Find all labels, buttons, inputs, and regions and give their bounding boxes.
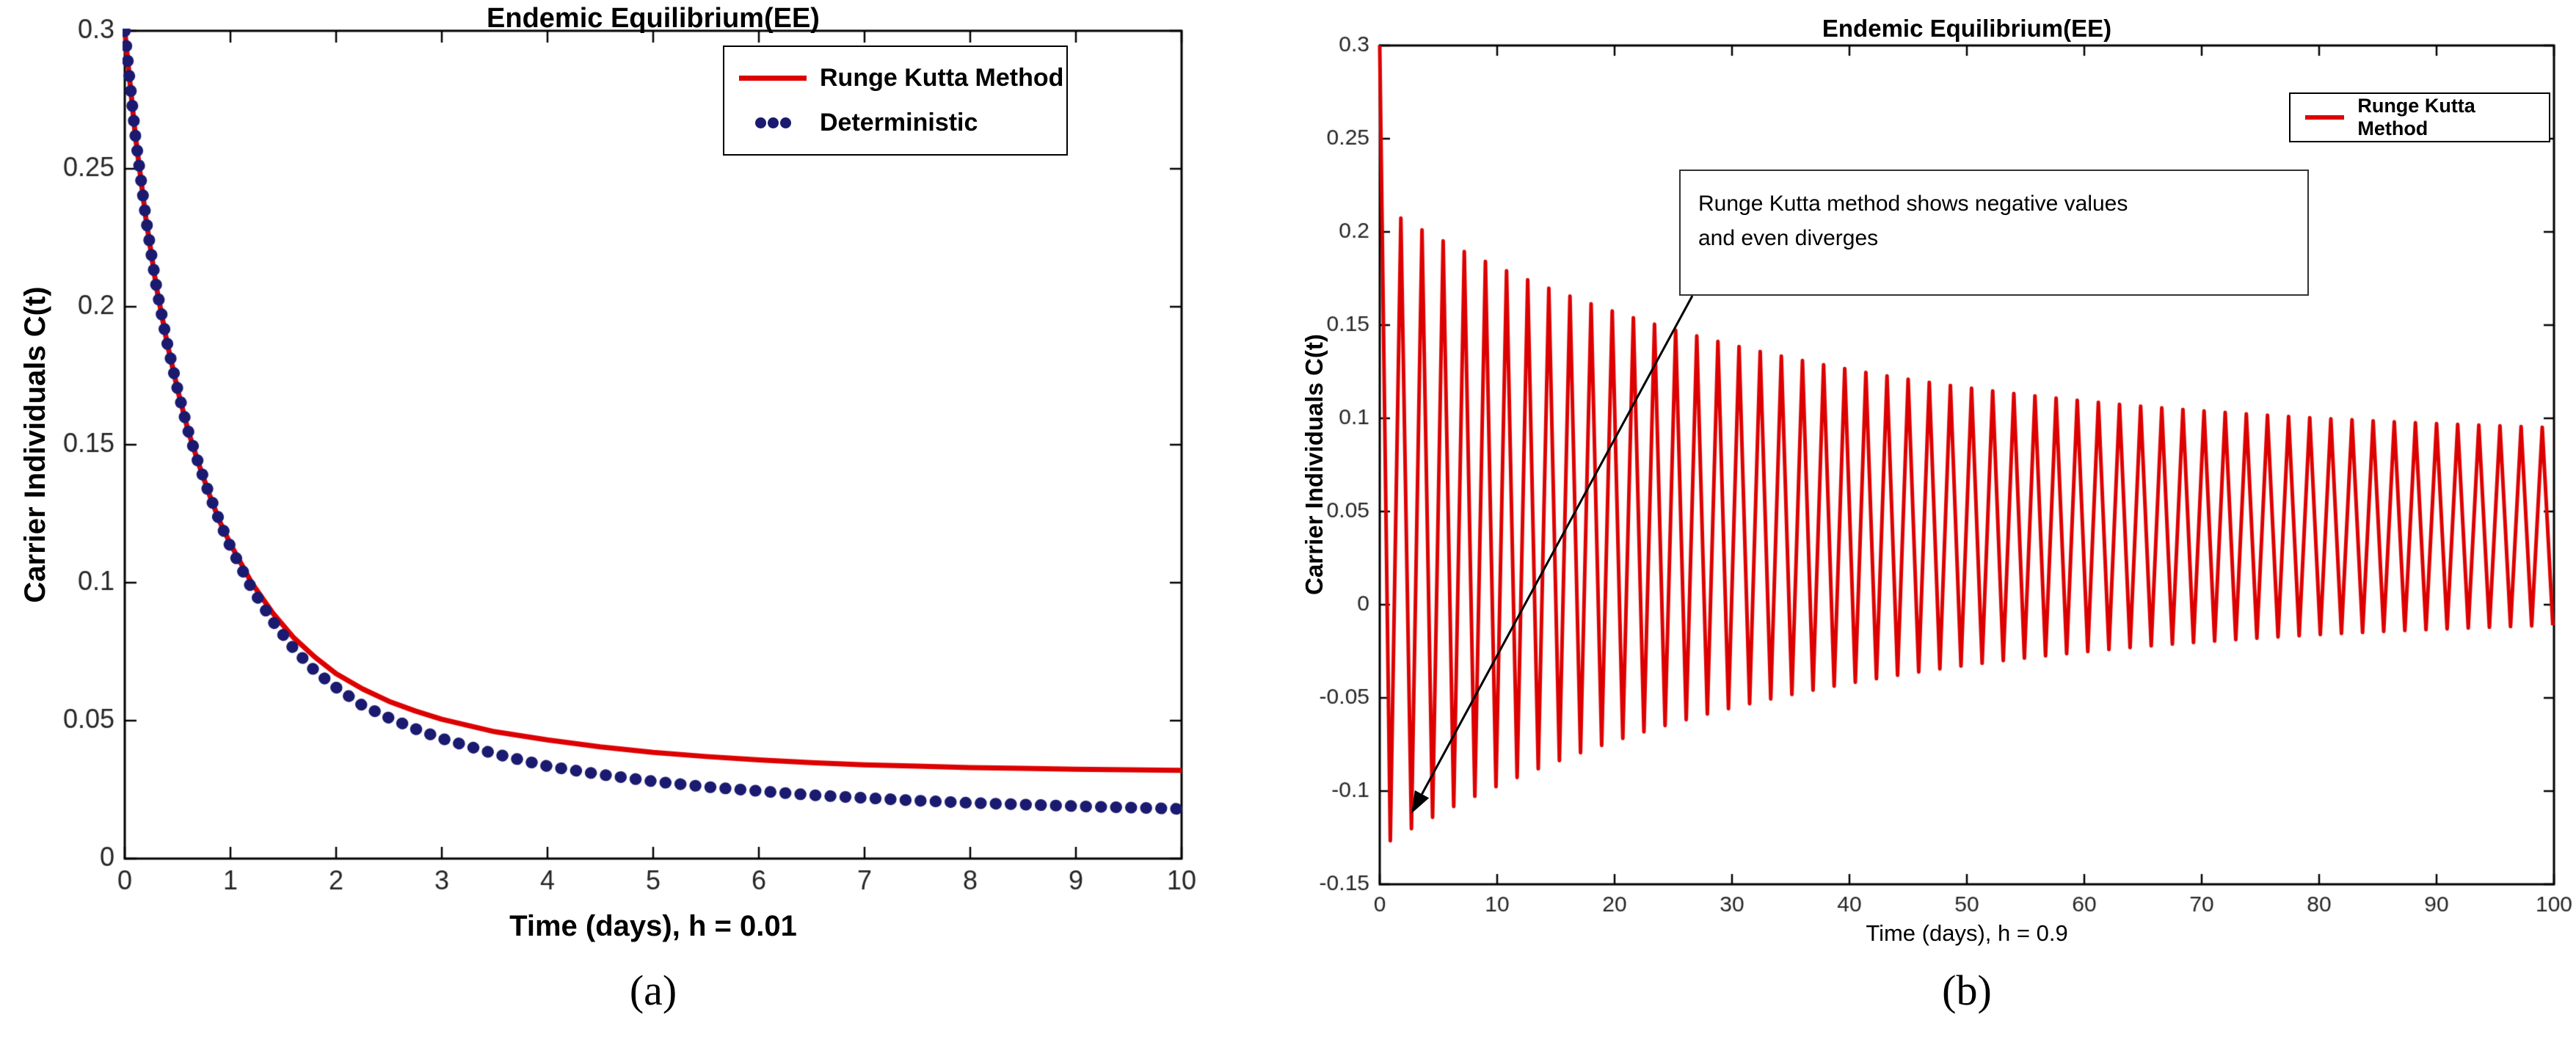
legend-entry-runge-kutta: Runge Kutta Method bbox=[739, 64, 1066, 92]
panel-a: Endemic Equilibrium(EE) Carrier Individu… bbox=[0, 0, 1292, 1045]
panel-a-caption: (a) bbox=[629, 966, 677, 1014]
red-line-swatch bbox=[2305, 115, 2345, 120]
legend-label-deterministic: Deterministic bbox=[820, 109, 978, 137]
blue-marker-swatch bbox=[739, 117, 807, 129]
chart-b-title: Endemic Equilibrium(EE) bbox=[1822, 15, 2112, 42]
chart-b-ylabel: Carrier Individuals C(t) bbox=[1300, 334, 1328, 595]
legend-label-runge-kutta: Runge Kutta Method bbox=[820, 63, 1064, 92]
annotation-box: Runge Kutta method shows negative values… bbox=[1679, 170, 2309, 296]
chart-b-legend: Runge Kutta Method bbox=[2289, 92, 2550, 142]
chart-a-xlabel: Time (days), h = 0.01 bbox=[509, 910, 797, 942]
legend-entry-deterministic: Deterministic bbox=[739, 109, 1066, 137]
chart-a-title: Endemic Equilibrium(EE) bbox=[487, 3, 820, 34]
chart-a-ylabel: Carrier Individuals C(t) bbox=[19, 286, 51, 603]
panel-b: Endemic Equilibrium(EE) Carrier Individu… bbox=[1292, 0, 2576, 1045]
legend-entry-runge-kutta-b: Runge Kutta Method bbox=[2305, 95, 2549, 140]
chart-a-plot-canvas bbox=[0, 0, 1292, 1045]
panel-b-caption: (b) bbox=[1942, 966, 1992, 1014]
legend-label-runge-kutta-b: Runge Kutta Method bbox=[2357, 95, 2475, 139]
chart-a-legend: Runge Kutta Method Deterministic bbox=[723, 45, 1068, 156]
red-line-swatch bbox=[739, 75, 807, 81]
chart-b-xlabel: Time (days), h = 0.9 bbox=[1866, 920, 2068, 946]
chart-b-plot-canvas bbox=[1292, 0, 2576, 1045]
annotation-line-1: Runge Kutta method shows negative values bbox=[1698, 192, 2128, 216]
annotation-line-2: and even diverges bbox=[1698, 225, 1879, 250]
